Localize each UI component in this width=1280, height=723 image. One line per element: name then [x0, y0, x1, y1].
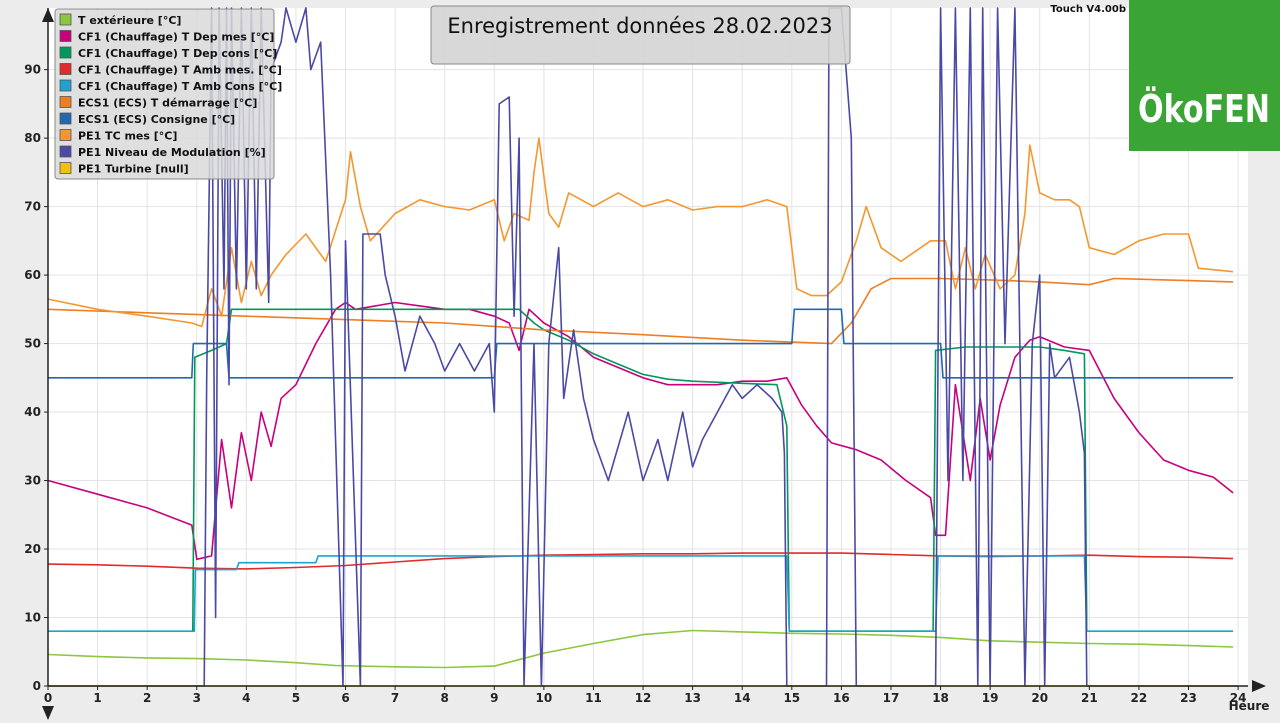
- logo-wordmark: ÖkoFEN: [1138, 87, 1270, 131]
- legend-swatch: [59, 96, 72, 108]
- x-axis-arrow-icon: [1252, 680, 1266, 692]
- x-tick-label: 0: [44, 691, 52, 705]
- x-tick-label: 7: [391, 691, 399, 705]
- x-tick-label: 22: [1131, 691, 1148, 705]
- legend-swatch: [59, 79, 72, 92]
- y-tick-label: 30: [24, 474, 41, 488]
- title-banner: Enregistrement données 28.02.2023: [430, 5, 851, 65]
- legend-swatch: [59, 30, 72, 42]
- series-line-6: [48, 308, 1234, 379]
- x-tick-label: 11: [585, 691, 602, 705]
- legend-entry: ECS1 (ECS) Consigne [°C]: [78, 113, 235, 126]
- legend-swatch: [59, 129, 72, 141]
- series-line-4: [48, 555, 1234, 632]
- series-line-1: [47, 301, 1234, 561]
- y-tick-label: 90: [24, 63, 41, 77]
- x-tick-label: 4: [242, 691, 250, 705]
- y-tick-labels: 0 10 20 30 40 50 60 70 80 90: [24, 63, 48, 693]
- x-tick-label: 3: [193, 691, 201, 705]
- y-tick-label: 70: [24, 200, 41, 214]
- x-tick-label: 5: [292, 691, 300, 705]
- series-line-7: [47, 137, 1234, 328]
- legend-entry: ECS1 (ECS) T démarrage [°C]: [78, 97, 257, 110]
- x-tick-label: 23: [1180, 691, 1197, 705]
- legend-entry: CF1 (Chauffage) T Amb mes. [°C]: [78, 64, 282, 77]
- logo-background: [1129, 0, 1280, 151]
- y-axis-arrow-up-icon: [42, 8, 54, 22]
- x-tick-label: 20: [1031, 691, 1048, 705]
- x-tick-label: 21: [1081, 691, 1098, 705]
- okofen-logo: ÖkoFEN: [1129, 0, 1280, 151]
- x-tick-label: 1: [93, 691, 101, 705]
- y-tick-label: 60: [24, 268, 41, 282]
- y-tick-label: 50: [24, 337, 41, 351]
- x-axis-label: Heure: [1229, 699, 1270, 713]
- x-tick-label: 6: [341, 691, 349, 705]
- legend-swatch: [59, 46, 72, 59]
- y-tick-label: 10: [24, 611, 41, 625]
- x-tick-label: 24: [1230, 691, 1247, 705]
- x-tick-label: 10: [536, 691, 553, 705]
- y-tick-label: 80: [24, 131, 41, 145]
- x-tick-label: 9: [490, 691, 498, 705]
- legend-entry: CF1 (Chauffage) T Amb Cons [°C]: [78, 80, 282, 93]
- y-tick-label: 40: [24, 405, 41, 419]
- legend-swatch: [59, 13, 72, 26]
- y-tick-label: 0: [33, 679, 41, 693]
- x-tick-label: 17: [883, 691, 900, 705]
- series-line-0: [47, 629, 1234, 669]
- axes: [42, 8, 1266, 720]
- legend-entry: PE1 Turbine [null]: [78, 163, 189, 176]
- chart-title: Enregistrement données 28.02.2023: [447, 14, 832, 38]
- legend-entry: CF1 (Chauffage) T Dep cons [°C]: [78, 47, 277, 60]
- version-label: Touch V4.00b: [1050, 4, 1126, 15]
- legend-entry: PE1 TC mes [°C]: [78, 130, 177, 143]
- x-tick-label: 8: [441, 691, 449, 705]
- x-tick-label: 18: [932, 691, 949, 705]
- legend-entry: T extérieure [°C]: [78, 14, 181, 27]
- x-tick-label: 14: [734, 691, 751, 705]
- legend: T extérieure [°C] CF1 (Chauffage) T Dep m…: [54, 8, 282, 180]
- y-axis-arrow-down-icon: [42, 706, 54, 720]
- x-tick-label: 13: [684, 691, 701, 705]
- legend-entry: CF1 (Chauffage) T Dep mes [°C]: [78, 31, 274, 44]
- x-tick-label: 2: [143, 691, 151, 705]
- legend-swatch: [59, 162, 72, 174]
- legend-swatch: [59, 145, 72, 158]
- legend-entry: PE1 Niveau de Modulation [%]: [78, 146, 266, 159]
- legend-box: [54, 8, 275, 180]
- x-tick-label: 12: [635, 691, 652, 705]
- title-box: [430, 5, 851, 65]
- x-tick-labels: 0 1 2 3 4 5 6 7 8 9 10 11 12 13 14 15 16 17 18 19 20 21 22 23 24: [44, 686, 1247, 705]
- x-tick-label: 16: [833, 691, 850, 705]
- legend-swatch: [59, 112, 72, 125]
- y-tick-label: 20: [24, 542, 41, 556]
- legend-swatch: [59, 63, 72, 75]
- x-tick-label: 15: [783, 691, 800, 705]
- x-tick-label: 19: [982, 691, 999, 705]
